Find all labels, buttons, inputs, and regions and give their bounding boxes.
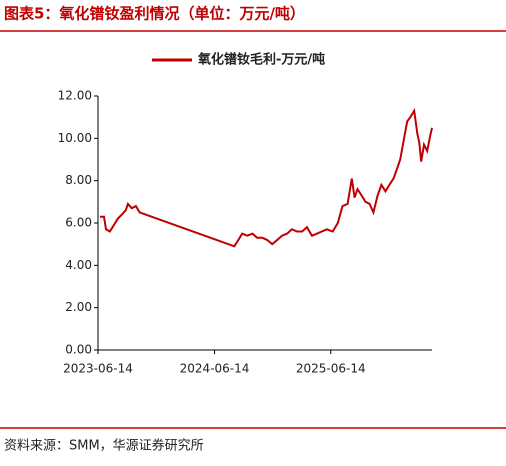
series-line bbox=[99, 107, 433, 248]
x-tick-label: 2025-06-14 bbox=[296, 362, 366, 376]
x-tick-label: 2023-06-14 bbox=[63, 362, 133, 376]
y-tick-label: 4.00 bbox=[65, 258, 92, 272]
y-tick-label: 0.00 bbox=[65, 343, 92, 357]
y-tick-label: 12.00 bbox=[58, 89, 92, 103]
y-tick-label: 2.00 bbox=[65, 300, 92, 314]
source: 资料来源：SMM，华源证券研究所 bbox=[4, 438, 204, 454]
x-tick-label: 2024-06-14 bbox=[180, 362, 250, 376]
y-tick-label: 6.00 bbox=[65, 216, 92, 230]
chart-title: 图表5：氧化镨钕盈利情况（单位：万元/吨） bbox=[4, 5, 305, 23]
y-tick-label: 10.00 bbox=[58, 131, 92, 145]
y-tick-label: 8.00 bbox=[65, 173, 92, 187]
legend-label: 氧化镨钕毛利-万元/吨 bbox=[197, 52, 325, 68]
